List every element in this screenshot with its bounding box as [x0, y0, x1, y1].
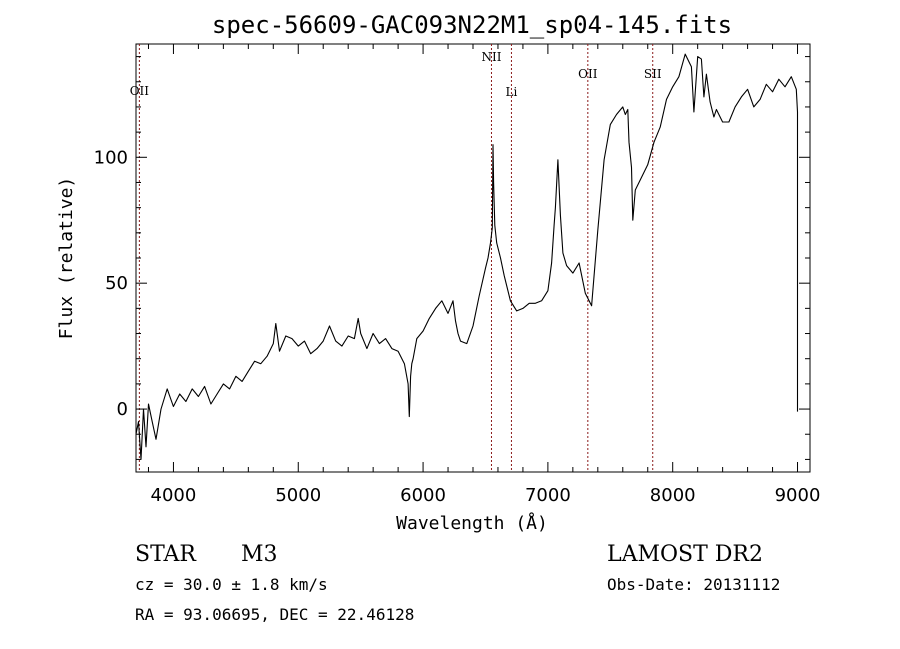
- y-tick-labels: 0 50 100: [94, 147, 128, 420]
- y-axis-label: Flux (relative): [56, 177, 77, 340]
- x-tick-label: 9000: [775, 485, 821, 506]
- y-tick-label: 0: [117, 399, 128, 420]
- emission-line-markers: OII NII Li OII SII: [130, 44, 662, 472]
- spectrum-line: [135, 53, 799, 460]
- obs-date: Obs-Date: 20131112: [607, 575, 780, 594]
- x-tick-labels: 4000 5000 6000 7000 8000 9000: [151, 485, 821, 506]
- emission-line-label: SII: [644, 67, 662, 81]
- x-tick-label: 4000: [151, 485, 197, 506]
- object-class: STAR: [135, 542, 197, 567]
- y-tick-label: 50: [105, 273, 128, 294]
- emission-line-label: NII: [481, 50, 501, 64]
- axis-ticks: [136, 44, 810, 472]
- x-tick-label: 7000: [525, 485, 571, 506]
- plot-frame: [135, 43, 811, 473]
- x-tick-label: 5000: [275, 485, 321, 506]
- emission-line-label: OII: [130, 84, 150, 98]
- emission-line-label: OII: [578, 67, 598, 81]
- x-tick-label: 8000: [650, 485, 696, 506]
- y-tick-label: 100: [94, 147, 128, 168]
- redshift-text: cz = 30.0 ± 1.8 km/s: [135, 575, 328, 594]
- chart-title: spec-56609-GAC093N22M1_sp04-145.fits: [212, 11, 732, 39]
- ra-dec: RA = 93.06695, DEC = 22.46128: [135, 605, 414, 624]
- survey-name: LAMOST DR2: [607, 542, 763, 567]
- x-tick-label: 6000: [400, 485, 446, 506]
- object-subclass: M3: [241, 542, 278, 567]
- emission-line-label: Li: [506, 85, 518, 99]
- x-axis-label: Wavelength (Å): [396, 512, 548, 534]
